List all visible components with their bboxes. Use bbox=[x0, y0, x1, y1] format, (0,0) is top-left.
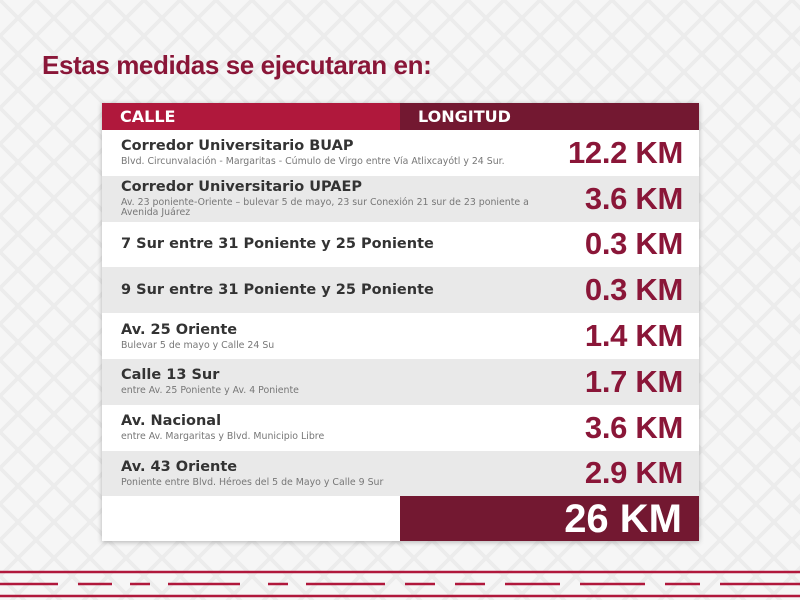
table-row: Av. 25 Oriente Bulevar 5 de mayo y Calle… bbox=[102, 313, 699, 359]
table-row: 7 Sur entre 31 Poniente y 25 Poniente 0.… bbox=[102, 222, 699, 268]
length-value: 2.9 KM bbox=[584, 455, 683, 491]
routes-table: CALLE LONGITUD Corredor Universitario BU… bbox=[102, 103, 699, 542]
street-name: 9 Sur entre 31 Poniente y 25 Poniente bbox=[121, 281, 434, 298]
length-value: 1.4 KM bbox=[584, 318, 683, 354]
street-name: Calle 13 Sur bbox=[121, 367, 220, 384]
street-description: Poniente entre Blvd. Héroes del 5 de May… bbox=[121, 476, 384, 488]
street-name: Corredor Universitario UPAEP bbox=[121, 179, 363, 196]
length-value: 12.2 KM bbox=[567, 134, 683, 170]
table-header: CALLE LONGITUD bbox=[102, 103, 699, 130]
length-value: 3.6 KM bbox=[584, 409, 683, 445]
street-description: Blvd. Circunvalación - Margaritas - Cúmu… bbox=[121, 156, 505, 168]
page-heading: Estas medidas se ejecutaran en: bbox=[42, 50, 432, 80]
length-value: 1.7 KM bbox=[584, 363, 683, 399]
street-name: Av. 25 Oriente bbox=[121, 321, 238, 338]
street-description: entre Av. 25 Poniente y Av. 4 Poniente bbox=[121, 385, 299, 397]
street-name: Av. 43 Oriente bbox=[121, 458, 238, 475]
length-value: 3.6 KM bbox=[584, 180, 683, 216]
table-row: Corredor Universitario BUAP Blvd. Circun… bbox=[102, 130, 699, 176]
column-header-calle: CALLE bbox=[102, 103, 400, 130]
decorative-footer-lines bbox=[0, 570, 800, 598]
total-row: 26 KM bbox=[102, 496, 699, 542]
table-row: Calle 13 Sur entre Av. 25 Poniente y Av.… bbox=[102, 358, 699, 405]
table-row: Corredor Universitario UPAEP Av. 23 poni… bbox=[102, 175, 699, 222]
street-name: Corredor Universitario BUAP bbox=[121, 138, 354, 155]
table-row: Av. 43 Oriente Poniente entre Blvd. Héro… bbox=[102, 450, 699, 497]
street-name: Av. Nacional bbox=[121, 413, 222, 430]
column-header-longitud: LONGITUD bbox=[400, 103, 699, 130]
total-length: 26 KM bbox=[400, 496, 699, 542]
street-description: Av. 23 poniente-Oriente – bulevar 5 de m… bbox=[121, 197, 529, 219]
length-value: 0.3 KM bbox=[584, 272, 683, 308]
table-row: Av. Nacional entre Av. Margaritas y Blvd… bbox=[102, 405, 699, 451]
street-description: Bulevar 5 de mayo y Calle 24 Su bbox=[121, 339, 275, 351]
table-row: 9 Sur entre 31 Poniente y 25 Poniente 0.… bbox=[102, 267, 699, 314]
street-description: entre Av. Margaritas y Blvd. Municipio L… bbox=[121, 431, 325, 443]
length-value: 0.3 KM bbox=[584, 226, 683, 262]
street-name: 7 Sur entre 31 Poniente y 25 Poniente bbox=[121, 235, 434, 252]
